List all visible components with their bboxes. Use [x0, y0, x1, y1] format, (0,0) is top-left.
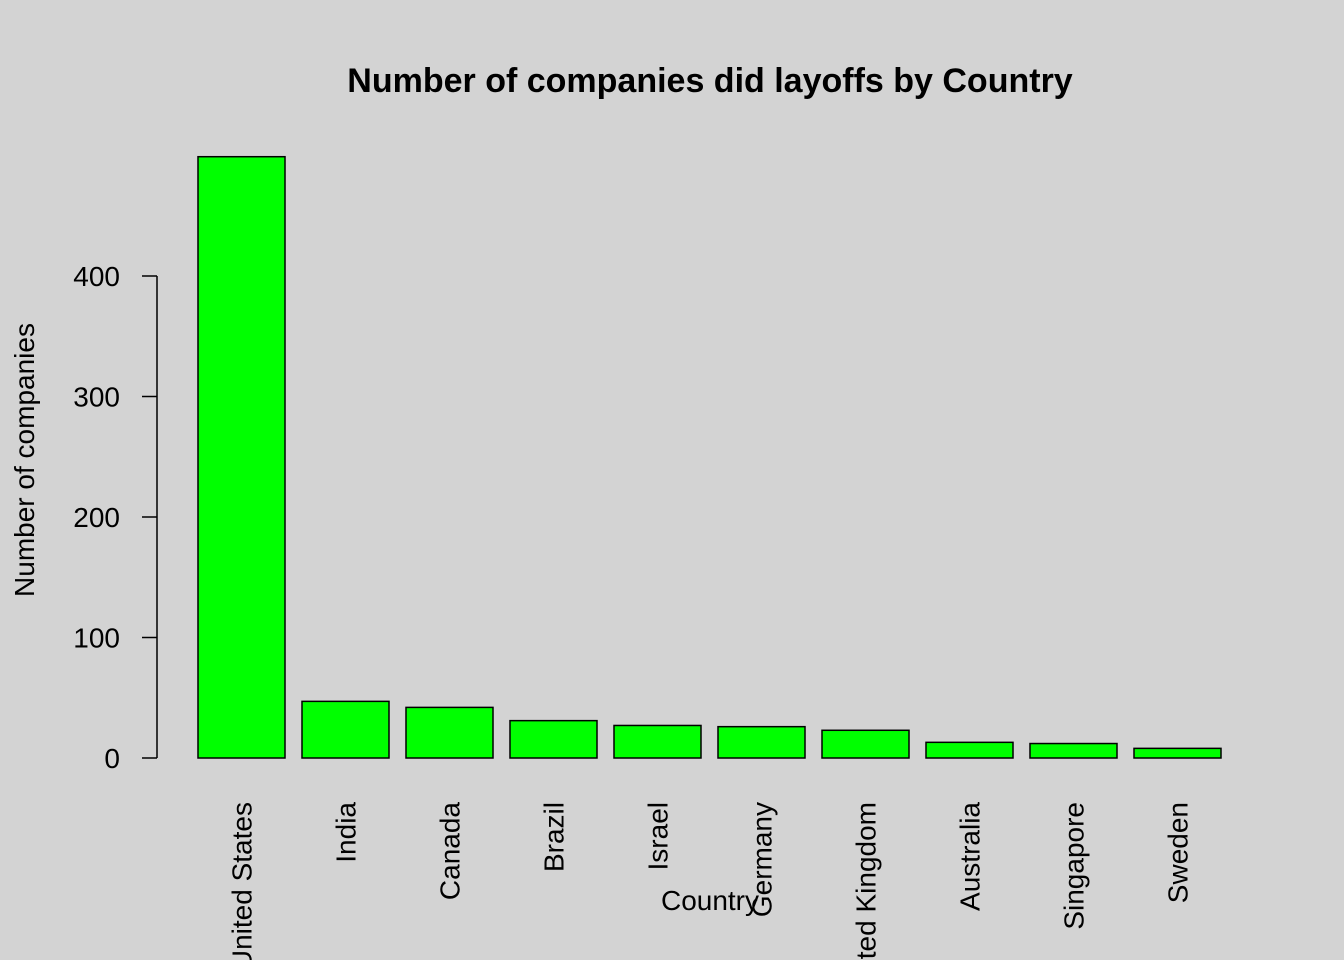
x-tick-label: United Kingdom: [851, 802, 882, 960]
y-tick-label: 100: [73, 623, 120, 654]
x-tick-label: United States: [227, 802, 258, 960]
bar: [509, 719, 598, 759]
y-tick-label: 300: [73, 382, 120, 413]
y-tick-label: 200: [73, 502, 120, 533]
bar: [1029, 742, 1118, 759]
x-tick-label: Israel: [643, 802, 674, 870]
x-tick-label: Sweden: [1163, 802, 1194, 903]
x-tick-label: Brazil: [539, 802, 570, 872]
chart-title: Number of companies did layoffs by Count…: [347, 62, 1073, 100]
bar: [717, 725, 806, 759]
bar: [1133, 747, 1222, 759]
x-tick-label: India: [331, 802, 362, 863]
x-tick-label: Germany: [747, 802, 778, 917]
bar: [197, 155, 286, 759]
bar: [301, 700, 390, 759]
x-axis-label: Country: [661, 885, 759, 916]
y-tick-label: 400: [73, 261, 120, 292]
bar: [821, 729, 910, 759]
y-tick-label: 0: [104, 743, 120, 774]
y-axis-label: Number of companies: [9, 323, 40, 597]
x-tick-label: Singapore: [1059, 802, 1090, 930]
bar: [613, 724, 702, 759]
bar: [925, 741, 1014, 759]
x-tick-label: Australia: [955, 802, 986, 911]
bar: [405, 706, 494, 759]
x-tick-label: Canada: [435, 802, 466, 901]
